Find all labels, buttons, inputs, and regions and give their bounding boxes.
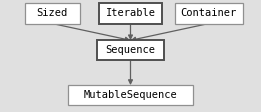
FancyBboxPatch shape: [25, 3, 80, 24]
Text: Iterable: Iterable: [105, 8, 156, 18]
Text: MutableSequence: MutableSequence: [84, 90, 177, 100]
FancyBboxPatch shape: [99, 3, 162, 24]
FancyBboxPatch shape: [68, 85, 193, 105]
Text: Sequence: Sequence: [105, 45, 156, 55]
Text: Sized: Sized: [37, 8, 68, 18]
FancyBboxPatch shape: [97, 40, 164, 60]
Text: Container: Container: [181, 8, 237, 18]
FancyBboxPatch shape: [175, 3, 243, 24]
